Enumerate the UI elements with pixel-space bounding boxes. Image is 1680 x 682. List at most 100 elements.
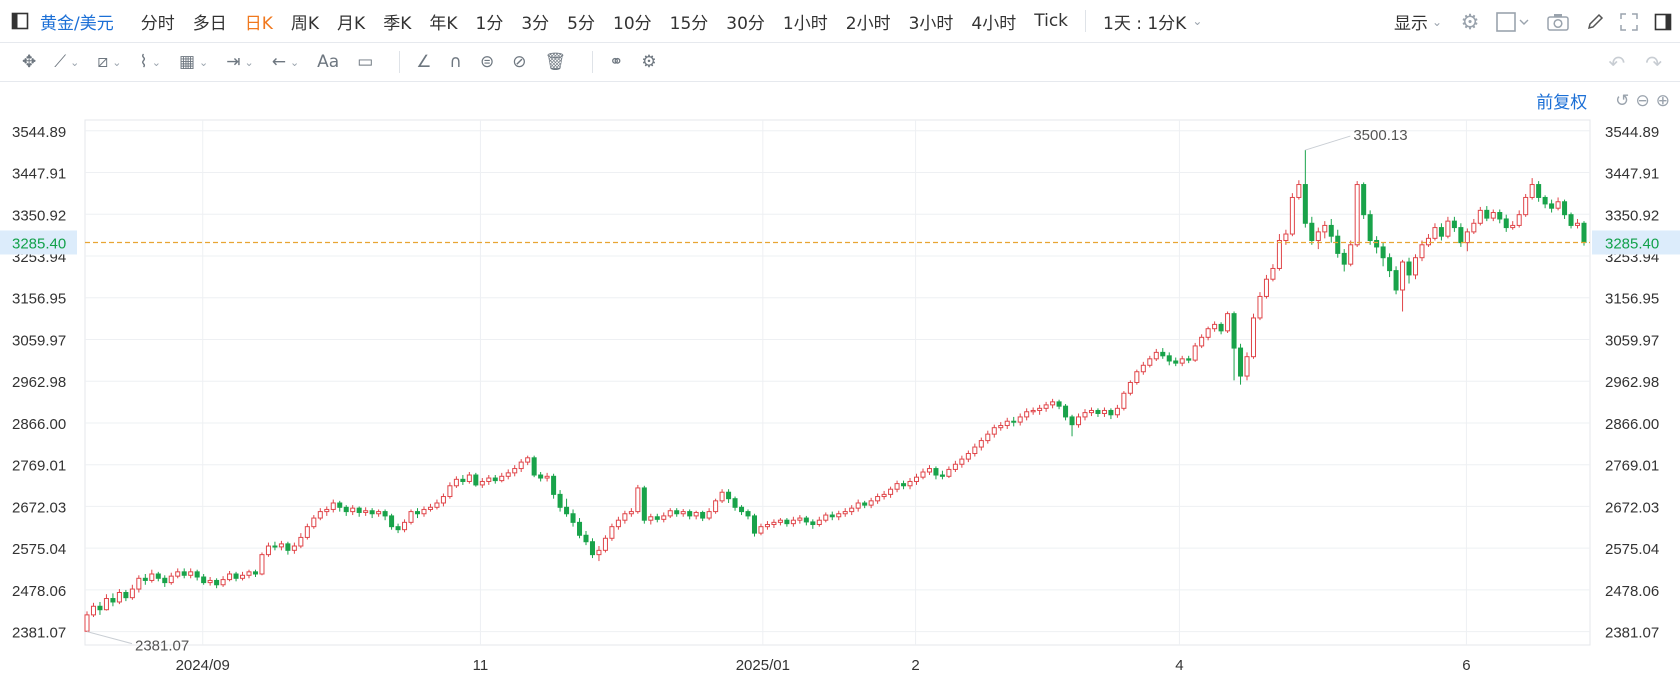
candle-body [1114, 407, 1120, 416]
wave-tool-button[interactable]: ⌇ ⌄ [139, 52, 161, 72]
comment-tool-icon: ▭ [357, 52, 374, 72]
fullscreen-icon[interactable] [1612, 12, 1646, 31]
candle-body [868, 500, 874, 506]
period-tab[interactable]: 15分 [669, 13, 709, 34]
magnet-icon: ∩ [449, 52, 462, 72]
measure-tool-button[interactable]: ⇥ ⌄ [226, 52, 253, 72]
candle-body [1315, 231, 1321, 241]
period-tab[interactable]: 4小时 [971, 13, 1017, 34]
period-tab[interactable]: 1小时 [782, 13, 828, 34]
settings-button[interactable]: ⚙ [641, 52, 656, 72]
settings-icon[interactable]: ⚙ [1460, 9, 1480, 34]
period-tab[interactable]: 周K [290, 13, 320, 34]
arrow-tool-button[interactable]: ← ⌄ [272, 52, 299, 72]
zoom-out-icon[interactable]: ⊖ [1635, 90, 1650, 111]
candle-body [356, 507, 362, 513]
period-tab[interactable]: 季K [383, 13, 412, 34]
candle-body [1263, 278, 1269, 297]
candle-body [810, 521, 816, 526]
last-price-tag-left [0, 230, 77, 255]
sidebar-toggle-icon[interactable] [0, 0, 40, 43]
lock-drawings-button[interactable]: ⊜ [480, 52, 494, 72]
camera-icon[interactable] [1538, 13, 1578, 31]
candle-body [706, 511, 712, 519]
measure-tool-icon: ⇥ [226, 52, 241, 72]
candle-body [1244, 356, 1250, 377]
candle-body [1432, 227, 1438, 239]
replay-interval-select[interactable]: 1天 : 1分K ⌄ [1103, 9, 1202, 34]
text-tool-icon: Aa [317, 52, 340, 72]
period-tab[interactable]: 2小时 [845, 13, 891, 34]
candle-body [609, 526, 615, 539]
period-tab[interactable]: 年K [429, 13, 458, 34]
candle-body [784, 519, 790, 525]
period-tab[interactable]: 3分 [521, 13, 550, 34]
last-price-label-left: 3285.40 [12, 235, 66, 252]
channel-tool-button[interactable]: ⧄ ⌄ [97, 52, 121, 72]
move-button[interactable]: ✥ [22, 52, 36, 72]
candle-body [1296, 184, 1302, 198]
pencil-tool-button[interactable]: ∠ [416, 52, 431, 72]
y-tick-label-right: 3059.97 [1605, 332, 1659, 349]
pencil-icon[interactable] [1578, 13, 1612, 31]
candle-body [713, 500, 719, 513]
display-menu[interactable]: 显示 ⌄ [1394, 9, 1442, 34]
compare-button[interactable]: ⚭ [609, 52, 623, 72]
period-tab[interactable]: 多日 [192, 13, 227, 34]
candlestick-chart[interactable]: 2381.07 2381.07 2478.06 2478.06 2575.04 2575.… [0, 110, 1680, 682]
redo-icon[interactable]: ↷ [1645, 51, 1662, 75]
wave-tool-icon: ⌇ [139, 52, 148, 72]
magnet-button[interactable]: ∩ [450, 52, 462, 72]
candle-body [816, 519, 822, 526]
candle-body [1477, 209, 1483, 224]
candle-body [764, 524, 770, 528]
y-tick-label-right: 2478.06 [1605, 583, 1659, 600]
candle-body [1173, 360, 1179, 364]
layout-icon[interactable] [1488, 11, 1538, 32]
candle-body [1536, 184, 1542, 198]
period-tab[interactable]: 月K [337, 13, 366, 34]
period-tab[interactable]: 分时 [140, 13, 175, 34]
text-tool-button[interactable]: Aa [317, 52, 339, 72]
hide-drawings-button[interactable]: ⊘ [512, 52, 526, 72]
hide-drawings-icon: ⊘ [512, 52, 527, 72]
candle-body [298, 536, 304, 547]
period-tab[interactable]: 日K [244, 13, 273, 34]
divider [592, 51, 594, 73]
symbol-name[interactable]: 黄金/美元 [40, 13, 114, 34]
zoom-in-icon[interactable]: ⊕ [1655, 90, 1670, 111]
adjust-mode-label[interactable]: 前复权 [1536, 93, 1588, 113]
period-tab[interactable]: 30分 [726, 13, 765, 34]
candle-body [1380, 246, 1386, 259]
candle-body [1393, 270, 1399, 291]
period-tab[interactable]: Tick [1034, 11, 1069, 31]
candle-body [259, 554, 265, 575]
candle-body [207, 579, 213, 584]
candle-body [1400, 261, 1406, 291]
candle-body [1205, 328, 1211, 338]
period-tab[interactable]: 3小时 [908, 13, 954, 34]
panel-toggle-icon[interactable] [1646, 13, 1680, 31]
candle-body [687, 511, 693, 517]
fib-tool-button[interactable]: ▦ ⌄ [179, 52, 208, 72]
line-tool-button[interactable]: ⟋ ⌄ [54, 52, 79, 72]
low-marker-label: 2381.07 [135, 638, 189, 655]
trash-button[interactable]: 🗑 [544, 52, 566, 72]
candle-body [304, 526, 310, 538]
candle-body [1542, 196, 1548, 205]
chevron-down-icon: ⌄ [244, 55, 254, 69]
candle-body [1367, 214, 1373, 241]
candle-body [1069, 416, 1075, 426]
candle-body [1186, 358, 1192, 361]
undo-icon[interactable]: ↶ [1608, 51, 1626, 75]
period-tab[interactable]: 10分 [613, 13, 652, 34]
candle-body [836, 513, 842, 518]
period-tab[interactable]: 5分 [567, 13, 595, 34]
candle-body [855, 502, 861, 509]
period-tab[interactable]: 1分 [475, 13, 504, 34]
candle-body [965, 453, 971, 460]
reset-icon[interactable]: ↺ [1615, 90, 1630, 111]
candle-body [1490, 212, 1496, 219]
comment-tool-button[interactable]: ▭ [357, 52, 373, 72]
candle-body [557, 493, 563, 508]
